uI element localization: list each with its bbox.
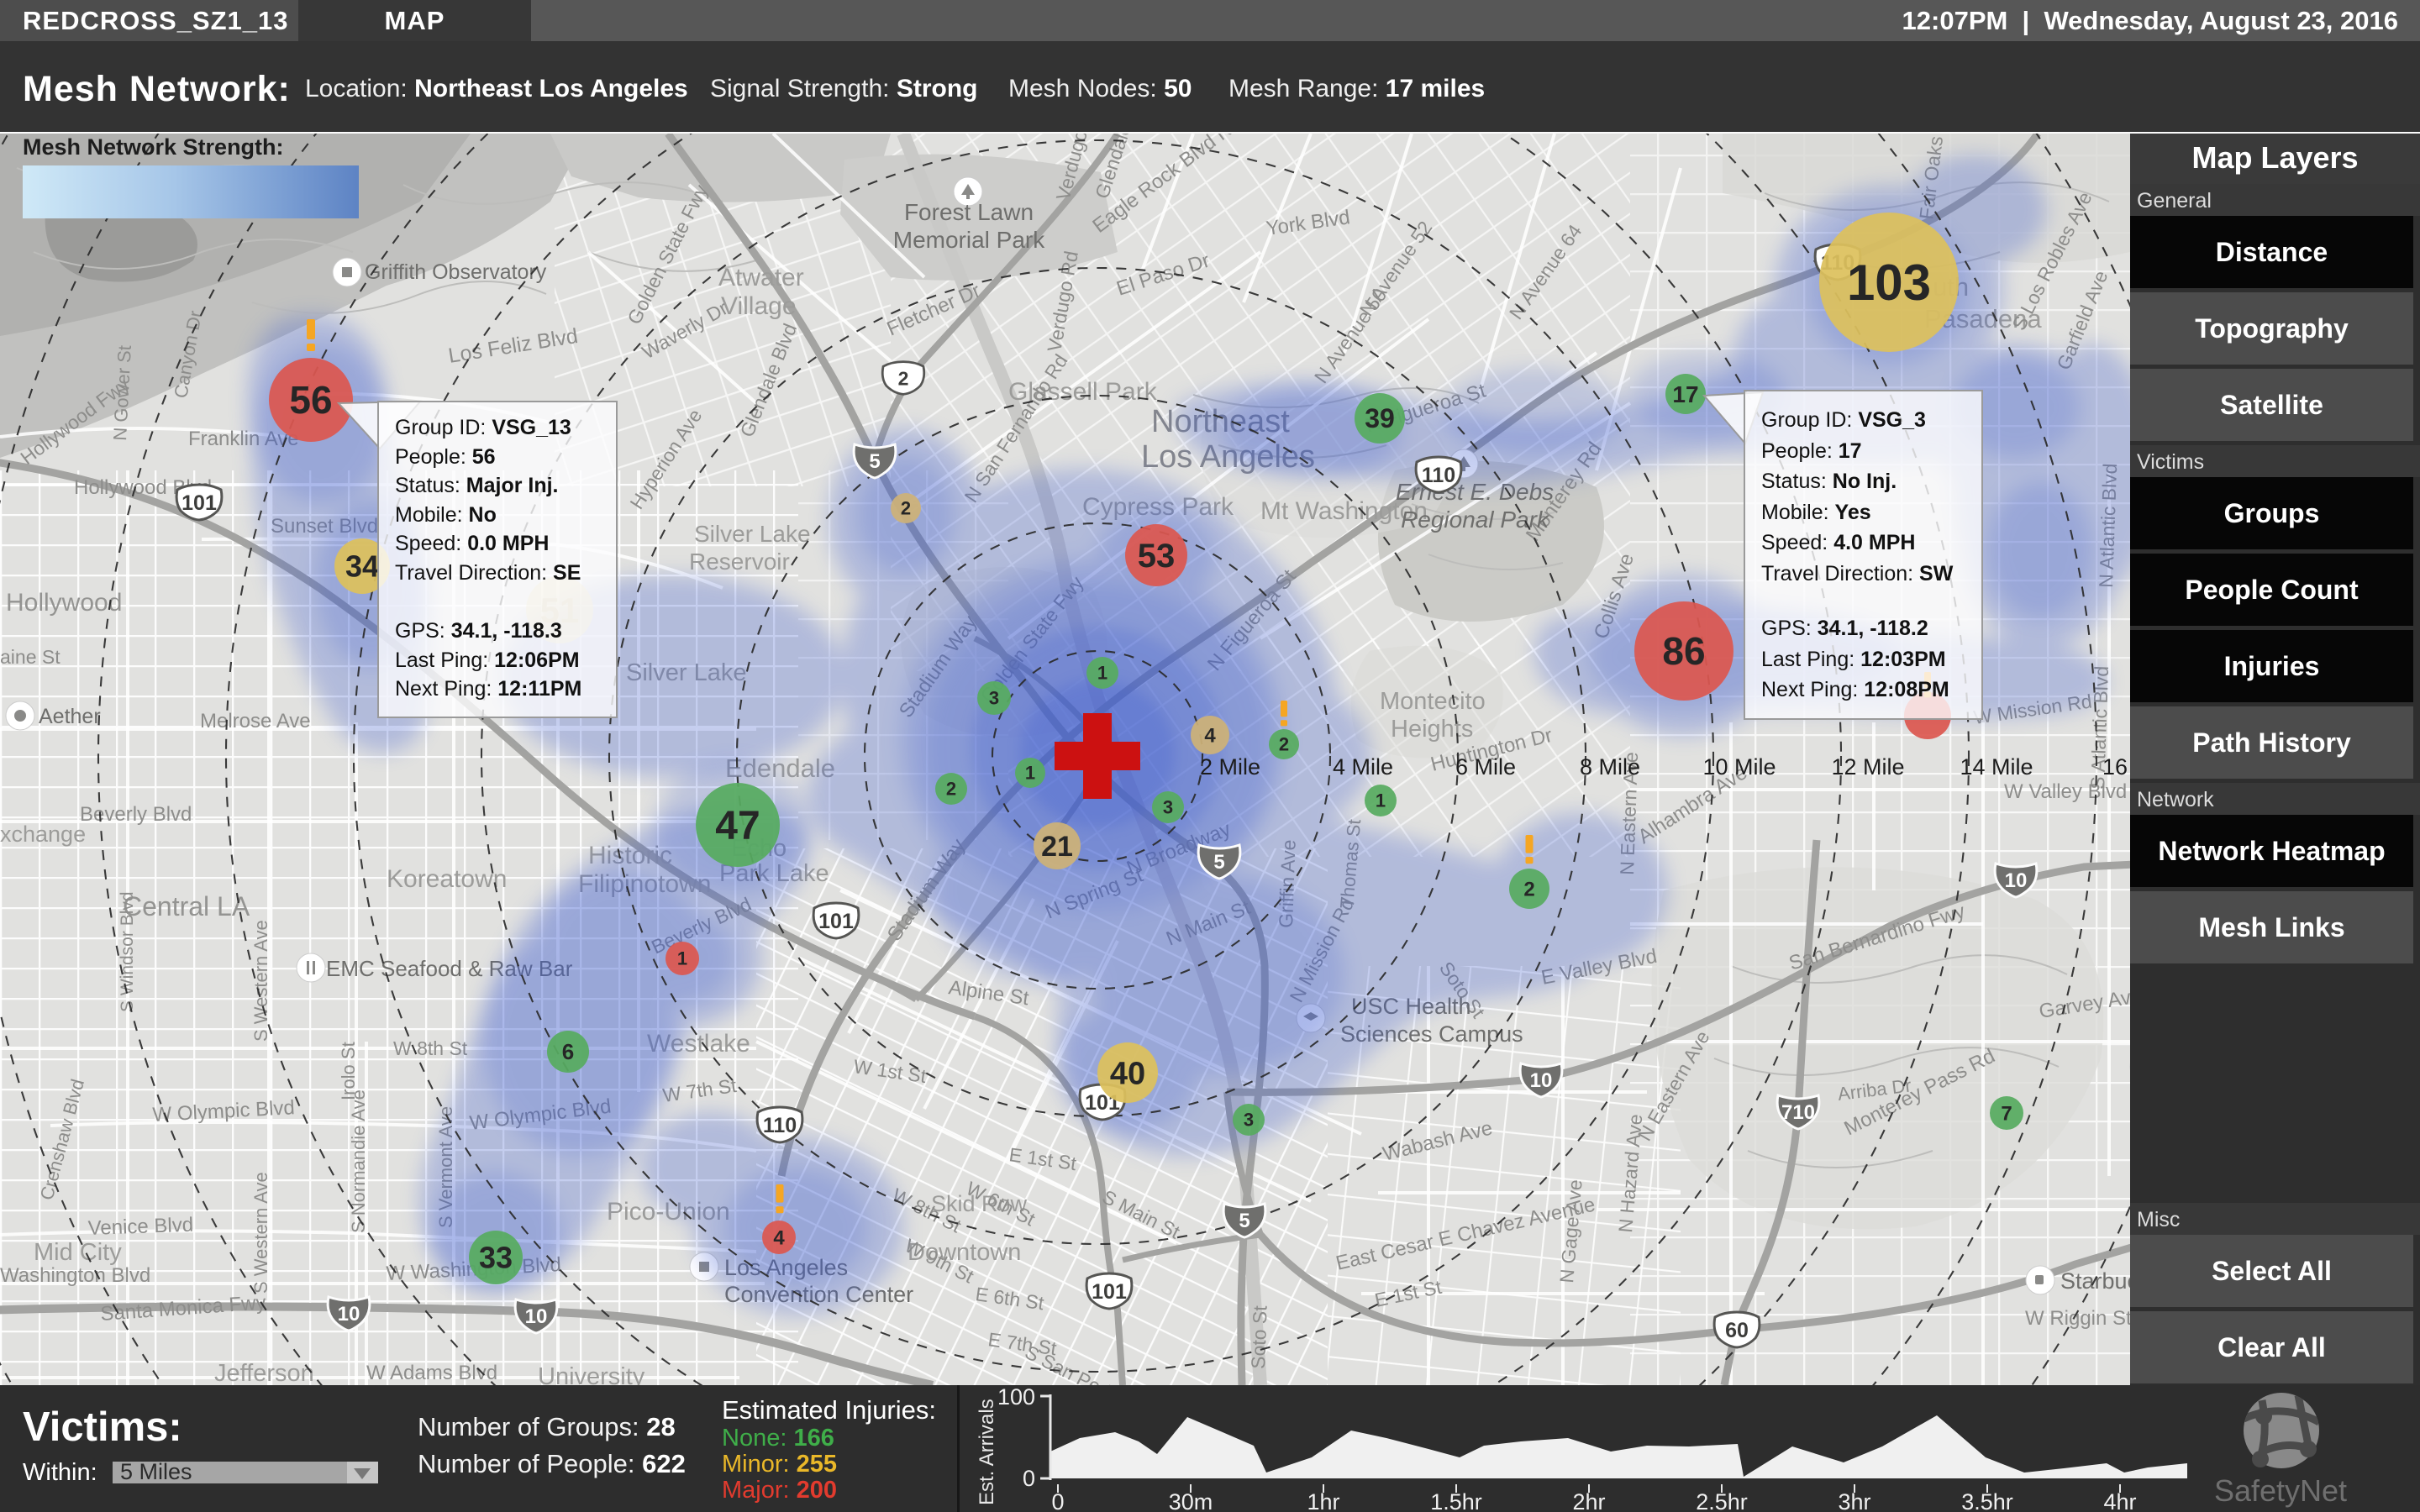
svg-text:3: 3: [989, 688, 999, 709]
svg-text:8 Mile: 8 Mile: [1580, 754, 1640, 780]
svg-text:10: 10: [338, 1303, 360, 1326]
svg-text:101: 101: [182, 491, 217, 515]
svg-text:S Western Ave: S Western Ave: [250, 920, 271, 1042]
svg-text:Regional Park: Regional Park: [1401, 507, 1550, 533]
svg-text:2: 2: [898, 367, 909, 389]
svg-text:17: 17: [1672, 381, 1698, 407]
svg-text:Village: Village: [721, 292, 797, 320]
svg-text:3hr: 3hr: [1838, 1489, 1870, 1512]
svg-text:3.5hr: 3.5hr: [1961, 1489, 2013, 1512]
svg-text:2: 2: [1523, 878, 1534, 900]
svg-text:Skid Row: Skid Row: [931, 1191, 1028, 1216]
svg-text:39: 39: [1365, 403, 1395, 433]
svg-text:53: 53: [1138, 538, 1176, 575]
svg-text:Washington Blvd: Washington Blvd: [0, 1264, 150, 1287]
svg-text:10 Mile: 10 Mile: [1702, 754, 1776, 780]
svg-text:3: 3: [1244, 1110, 1254, 1131]
svg-text:1hr: 1hr: [1307, 1489, 1339, 1512]
svg-text:110: 110: [763, 1114, 797, 1137]
svg-text:34: 34: [345, 549, 379, 584]
svg-text:Atwater: Atwater: [718, 264, 804, 291]
svg-text:Forest Lawn: Forest Lawn: [904, 199, 1034, 225]
svg-text:Hollywood: Hollywood: [6, 589, 122, 617]
svg-text:Est. Arrivals: Est. Arrivals: [976, 1399, 998, 1505]
svg-text:10: 10: [1530, 1069, 1553, 1092]
svg-text:2hr: 2hr: [1572, 1489, 1605, 1512]
svg-text:Montecito: Montecito: [1380, 688, 1486, 715]
svg-text:40: 40: [1110, 1056, 1145, 1091]
svg-text:Silver Lake: Silver Lake: [694, 521, 811, 547]
svg-text:5: 5: [1239, 1210, 1249, 1232]
svg-text:12 Mile: 12 Mile: [1831, 754, 1904, 780]
svg-text:110: 110: [1422, 464, 1455, 487]
svg-text:101: 101: [1092, 1280, 1127, 1304]
svg-text:0: 0: [1051, 1489, 1064, 1512]
svg-text:Central LA: Central LA: [123, 891, 250, 921]
svg-text:60: 60: [1725, 1319, 1749, 1342]
svg-text:Aether: Aether: [39, 705, 101, 728]
svg-text:4hr: 4hr: [2103, 1489, 2136, 1512]
svg-text:W Adams Blvd: W Adams Blvd: [366, 1362, 497, 1384]
svg-text:4 Mile: 4 Mile: [1333, 754, 1393, 780]
svg-text:Glassell Park: Glassell Park: [1008, 378, 1158, 406]
svg-text:2: 2: [1279, 734, 1289, 755]
svg-text:Jefferson: Jefferson: [214, 1360, 314, 1385]
svg-text:47: 47: [715, 804, 760, 848]
svg-text:W Riggin St: W Riggin St: [2025, 1307, 2132, 1330]
svg-text:56: 56: [289, 378, 332, 422]
svg-text:1: 1: [677, 948, 687, 969]
svg-text:5: 5: [869, 450, 880, 473]
svg-text:1: 1: [1376, 790, 1386, 811]
svg-text:2: 2: [946, 779, 956, 800]
svg-text:5: 5: [1213, 851, 1224, 874]
svg-text:710: 710: [1781, 1101, 1815, 1124]
svg-text:4: 4: [773, 1226, 785, 1249]
svg-text:2.5hr: 2.5hr: [1696, 1489, 1748, 1512]
svg-text:2 Mile: 2 Mile: [1200, 754, 1260, 780]
svg-text:1: 1: [1025, 763, 1035, 784]
svg-text:Mt Washington: Mt Washington: [1260, 497, 1428, 525]
svg-text:Soto St: Soto St: [1247, 1305, 1271, 1369]
svg-text:S Normandie Ave: S Normandie Ave: [348, 1089, 369, 1233]
svg-text:Griffith Observatory: Griffith Observatory: [365, 260, 547, 284]
svg-text:Koreatown: Koreatown: [387, 865, 507, 893]
svg-text:7: 7: [2001, 1102, 2012, 1125]
svg-text:21: 21: [1041, 831, 1073, 863]
svg-text:Reservoir: Reservoir: [689, 549, 790, 575]
svg-text:4: 4: [1204, 724, 1216, 747]
svg-text:1: 1: [1097, 663, 1107, 684]
svg-text:SafetyNet: SafetyNet: [2214, 1473, 2347, 1508]
svg-text:Melrose Ave: Melrose Ave: [200, 710, 311, 732]
svg-text:0: 0: [1023, 1466, 1035, 1491]
svg-text:Mid City: Mid City: [34, 1239, 122, 1266]
svg-text:W Valley Blvd: W Valley Blvd: [2004, 780, 2127, 803]
svg-text:Memorial Park: Memorial Park: [893, 227, 1045, 253]
svg-text:10: 10: [2005, 869, 2028, 892]
svg-text:10: 10: [525, 1305, 548, 1328]
svg-text:xchange: xchange: [0, 822, 86, 847]
svg-text:Heights: Heights: [1391, 716, 1473, 743]
svg-text:Downtown: Downtown: [908, 1239, 1021, 1266]
svg-text:N Gower St: N Gower St: [109, 344, 135, 441]
svg-text:1.5hr: 1.5hr: [1430, 1489, 1482, 1512]
svg-text:86: 86: [1662, 629, 1705, 673]
svg-text:Beverly Blvd: Beverly Blvd: [80, 803, 192, 826]
svg-text:University: University: [538, 1363, 645, 1385]
svg-text:S Windsor Blvd: S Windsor Blvd: [118, 891, 137, 1012]
svg-text:S Western Ave: S Western Ave: [250, 1172, 271, 1294]
svg-text:33: 33: [479, 1241, 513, 1275]
svg-text:6: 6: [562, 1039, 574, 1064]
svg-text:30m: 30m: [1169, 1489, 1213, 1512]
svg-text:aine St: aine St: [0, 646, 60, 668]
svg-text:14 Mile: 14 Mile: [1960, 754, 2033, 780]
svg-text:2: 2: [901, 498, 911, 519]
svg-text:101: 101: [818, 910, 854, 933]
svg-text:Venice Blvd: Venice Blvd: [87, 1214, 193, 1240]
svg-text:Irolo St: Irolo St: [338, 1042, 359, 1100]
svg-text:3: 3: [1163, 797, 1173, 818]
svg-text:103: 103: [1847, 255, 1931, 311]
svg-text:6 Mile: 6 Mile: [1455, 754, 1516, 780]
svg-text:W 8th St: W 8th St: [393, 1037, 468, 1059]
svg-text:100: 100: [997, 1385, 1035, 1410]
